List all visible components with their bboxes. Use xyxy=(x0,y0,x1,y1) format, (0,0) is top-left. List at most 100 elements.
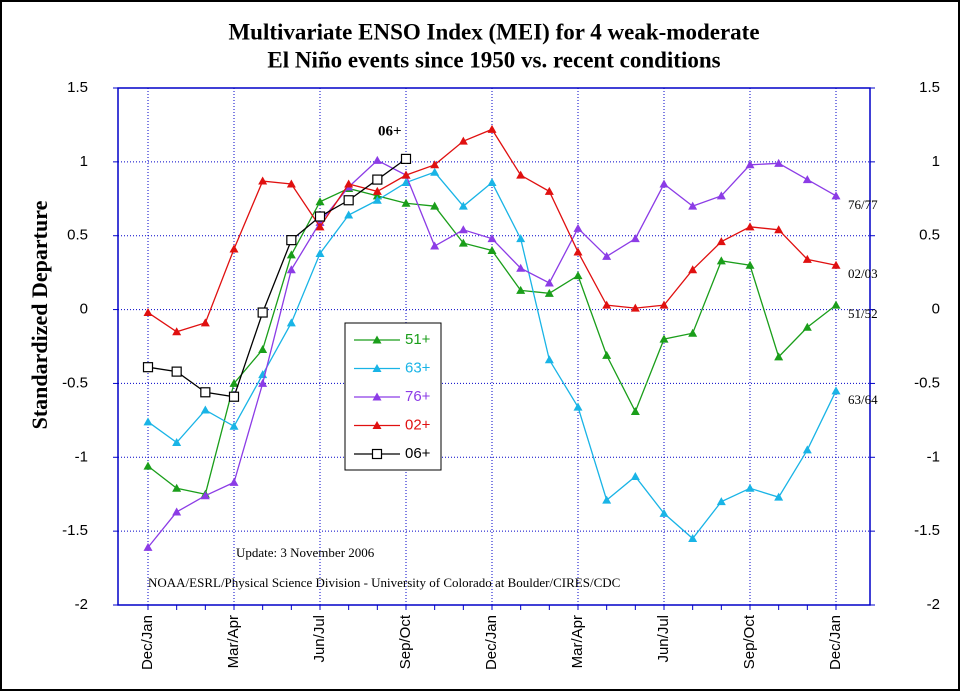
marker xyxy=(229,378,239,387)
marker xyxy=(602,251,612,260)
marker xyxy=(716,237,726,246)
y2-tick-label: -1 xyxy=(927,448,940,465)
marker xyxy=(372,174,383,185)
marker xyxy=(688,534,698,543)
marker xyxy=(372,186,382,195)
legend-label: 76+ xyxy=(405,388,431,405)
marker xyxy=(430,241,440,250)
marker xyxy=(343,195,354,206)
marker xyxy=(802,254,812,263)
marker xyxy=(315,222,325,231)
marker xyxy=(573,247,583,256)
series-line xyxy=(147,158,407,398)
marker xyxy=(458,225,468,234)
marker xyxy=(401,198,411,207)
marker xyxy=(544,278,554,287)
marker xyxy=(573,223,583,232)
marker xyxy=(487,178,497,187)
x-tick-label: Mar/Apr xyxy=(225,615,242,668)
marker xyxy=(172,507,182,516)
marker xyxy=(286,250,296,259)
marker xyxy=(659,179,669,188)
marker xyxy=(802,175,812,184)
marker xyxy=(831,300,841,309)
marker xyxy=(831,260,841,269)
marker xyxy=(314,211,326,222)
marker xyxy=(142,362,154,373)
marker xyxy=(688,201,698,210)
marker xyxy=(171,366,182,377)
marker xyxy=(716,256,726,265)
chart-title: El Niño events since 1950 vs. recent con… xyxy=(267,47,720,72)
marker xyxy=(688,265,698,274)
y2-tick-label: 0.5 xyxy=(919,227,940,244)
marker xyxy=(372,191,382,200)
marker xyxy=(143,417,153,426)
marker xyxy=(573,402,583,411)
marker xyxy=(315,197,325,206)
y-tick-label: 0 xyxy=(80,301,88,318)
marker xyxy=(229,421,239,430)
marker xyxy=(802,322,812,331)
series-end-label: 63/64 xyxy=(848,392,878,407)
y-tick-label: 1 xyxy=(80,153,88,170)
legend-label: 06+ xyxy=(405,445,431,462)
marker xyxy=(544,288,554,297)
marker xyxy=(258,378,268,387)
marker xyxy=(602,350,612,359)
marker xyxy=(745,160,755,169)
y2-tick-label: -1.5 xyxy=(914,522,940,539)
marker xyxy=(516,170,526,179)
marker xyxy=(688,328,698,337)
y-tick-label: -1.5 xyxy=(62,522,88,539)
legend: 51+ 63+ 76+ 02+ 06+ xyxy=(344,322,442,471)
marker xyxy=(516,234,526,243)
series-end-label: 06+ xyxy=(378,123,402,139)
marker xyxy=(716,497,726,506)
chart-title: Multivariate ENSO Index (MEI) for 4 weak… xyxy=(228,19,759,44)
x-tick-label: Sep/Oct xyxy=(741,614,758,669)
marker xyxy=(544,355,554,364)
marker xyxy=(344,179,354,188)
marker xyxy=(430,167,440,176)
marker xyxy=(372,392,382,401)
marker xyxy=(774,225,784,234)
marker xyxy=(430,160,440,169)
marker xyxy=(487,245,497,254)
y2-tick-label: -2 xyxy=(927,596,940,613)
marker xyxy=(401,170,411,179)
marker xyxy=(458,201,468,210)
marker xyxy=(372,195,382,204)
marker xyxy=(200,318,210,327)
marker xyxy=(602,300,612,309)
marker xyxy=(229,244,239,253)
marker xyxy=(544,186,554,195)
legend-label: 51+ xyxy=(405,331,431,348)
marker xyxy=(257,307,268,318)
marker xyxy=(172,438,182,447)
marker xyxy=(659,334,669,343)
x-tick-label: Jun/Jul xyxy=(655,615,672,663)
annotation: Update: 3 November 2006 xyxy=(236,545,375,560)
marker xyxy=(630,234,640,243)
x-tick-label: Mar/Apr xyxy=(569,615,586,668)
marker xyxy=(143,461,153,470)
marker xyxy=(371,448,383,460)
marker xyxy=(745,260,755,269)
marker xyxy=(172,327,182,336)
x-tick-label: Dec/Jan xyxy=(139,615,156,670)
marker xyxy=(143,308,153,317)
marker xyxy=(516,285,526,294)
marker xyxy=(831,386,841,395)
legend-label: 63+ xyxy=(405,359,431,376)
marker xyxy=(258,344,268,353)
y-tick-label: -0.5 xyxy=(62,374,88,391)
y2-tick-label: -0.5 xyxy=(914,374,940,391)
marker xyxy=(745,483,755,492)
x-tick-label: Dec/Jan xyxy=(483,615,500,670)
x-tick-label: Jun/Jul xyxy=(311,615,328,663)
marker xyxy=(716,191,726,200)
marker xyxy=(315,248,325,257)
marker xyxy=(430,201,440,210)
